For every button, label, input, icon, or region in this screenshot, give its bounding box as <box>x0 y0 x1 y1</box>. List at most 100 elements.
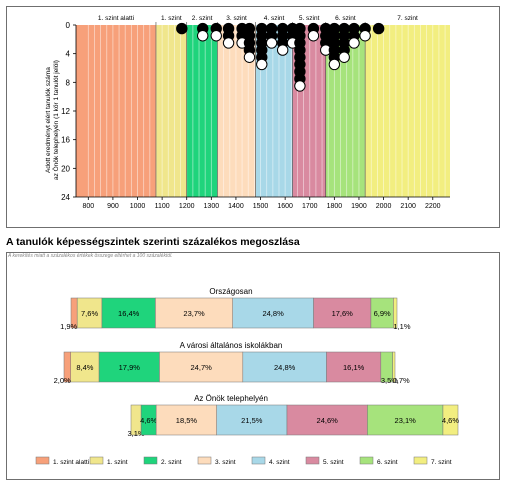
bar-segment <box>70 351 100 383</box>
y-tick-label: 16 <box>61 136 70 145</box>
dot-plot-chart: 1. szint alatti 1. szint 2. szint 3. szint 4… <box>61 15 450 210</box>
x-tick-label: 1100 <box>155 203 170 210</box>
x-tick-label: 1200 <box>179 203 195 210</box>
bar-value-label: 16,1% <box>343 363 365 372</box>
bar-value-label: 3,5% <box>381 376 398 385</box>
bar-segment <box>101 297 156 329</box>
student-dot <box>176 22 188 35</box>
legend-swatch <box>197 456 212 465</box>
bar-segment <box>313 297 372 329</box>
bar-segment <box>392 351 396 383</box>
x-tick-label: 2100 <box>400 203 416 210</box>
bar-value-label: 24,8% <box>262 309 284 318</box>
bar-segment <box>159 351 244 383</box>
x-tick-label: 1900 <box>351 203 367 210</box>
bar-value-label: 7,6% <box>81 309 98 318</box>
x-tick-label: 1600 <box>277 203 293 210</box>
bar-segment <box>232 297 314 329</box>
bar-value-label: 1,1% <box>393 322 410 331</box>
bar-value-label: 23,7% <box>183 309 205 318</box>
bar-value-label: 3,1% <box>128 429 145 438</box>
level-band <box>76 25 156 197</box>
student-dot <box>294 80 306 92</box>
legend-label: 4. szint <box>269 459 290 466</box>
level-band <box>155 25 187 197</box>
band-label: 1. szint <box>161 15 182 22</box>
bar-value-label: 4,6% <box>442 416 459 425</box>
band-label: 3. szint <box>226 15 247 22</box>
bar-value-label: 17,6% <box>332 309 354 318</box>
x-tick-label: 1700 <box>302 203 318 210</box>
legend-swatch <box>35 456 50 465</box>
bar-segment <box>155 297 233 329</box>
bar-value-label: 23,1% <box>395 416 417 425</box>
student-dot <box>359 30 371 42</box>
x-tick-label: 2200 <box>425 203 441 210</box>
bar-segment <box>326 351 382 383</box>
student-dot <box>372 22 385 35</box>
bar-value-label: 17,9% <box>119 363 141 372</box>
legend-swatch <box>143 456 158 465</box>
x-tick-label: 800 <box>82 203 94 210</box>
student-dot <box>307 30 320 42</box>
student-dot <box>338 51 350 63</box>
x-tick-label: 1000 <box>130 203 146 210</box>
bar-segment <box>155 404 217 436</box>
bar-value-label: 2,0% <box>54 376 71 385</box>
group-title: Országosan <box>209 287 252 296</box>
legend-swatch <box>413 456 428 465</box>
bar-value-label: 24,7% <box>191 363 213 372</box>
student-dot <box>328 58 341 71</box>
band-label: 4. szint <box>264 15 285 22</box>
group-title: A városi általános iskolákban <box>180 341 283 350</box>
bar-value-label: 21,5% <box>241 416 263 425</box>
legend-label: 5. szint <box>323 459 344 466</box>
legend-swatch <box>359 456 374 465</box>
band-label: 2. szint <box>192 15 213 22</box>
bar-value-label: 24,6% <box>317 416 339 425</box>
bar-segment <box>216 404 288 436</box>
band-label: 5. szint <box>299 15 320 22</box>
legend-label: 7. szint <box>431 459 452 466</box>
bar-value-label: 1,9% <box>60 322 77 331</box>
y-tick-label: 20 <box>61 164 70 173</box>
bar-value-label: 0,7% <box>393 376 410 385</box>
level-band <box>365 25 450 197</box>
y-tick-label: 0 <box>66 21 71 30</box>
student-dot <box>197 30 209 42</box>
bar-segment <box>367 404 444 436</box>
x-tick-label: 1800 <box>327 203 343 210</box>
band-label: 6. szint <box>335 15 356 22</box>
y-tick-label: 24 <box>61 193 70 202</box>
student-dot <box>348 37 360 49</box>
x-tick-label: 1500 <box>253 203 269 210</box>
legend-swatch <box>305 456 320 465</box>
level-band <box>186 25 218 197</box>
student-dot <box>276 44 289 56</box>
legend-label: 6. szint <box>377 459 398 466</box>
bar-value-label: 6,9% <box>374 309 391 318</box>
legend-swatch <box>89 456 104 465</box>
student-dot <box>265 37 278 49</box>
student-dot <box>222 37 235 49</box>
bar-segment <box>442 404 459 436</box>
y-tick-label: 4 <box>66 50 71 59</box>
bar-value-label: 16,4% <box>118 309 140 318</box>
student-dot <box>256 58 268 71</box>
band-label: 7. szint <box>397 15 418 22</box>
x-tick-label: 1400 <box>228 203 244 210</box>
legend-label: 3. szint <box>215 459 236 466</box>
y-tick-label: 8 <box>66 78 71 87</box>
legend-swatch <box>251 456 266 465</box>
band-label: 1. szint alatti <box>98 15 134 22</box>
x-tick-label: 900 <box>107 203 119 210</box>
bar-value-label: 18,5% <box>176 416 198 425</box>
x-tick-label: 1300 <box>204 203 220 210</box>
student-dot <box>210 30 222 42</box>
bar-segment <box>98 351 160 383</box>
y-tick-label: 12 <box>61 107 70 116</box>
bar-segment <box>393 297 398 329</box>
legend-label: 1. szint alatti <box>53 459 89 466</box>
bar-value-label: 24,8% <box>274 363 296 372</box>
